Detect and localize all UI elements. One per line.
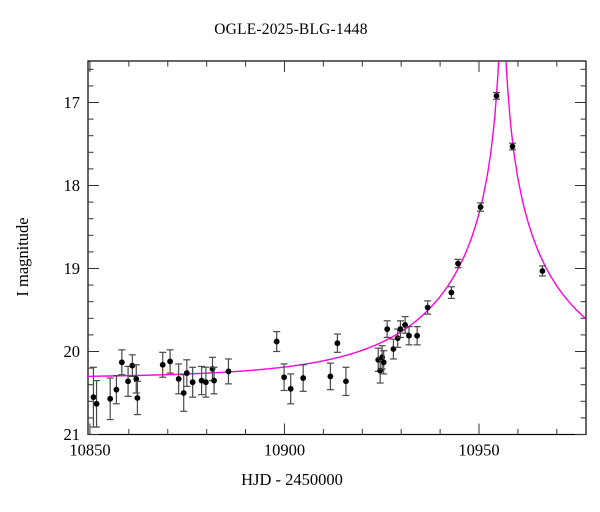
- model-curve: [88, 61, 586, 377]
- data-point: [396, 320, 404, 338]
- data-point: [273, 330, 281, 353]
- data-point: [280, 363, 288, 392]
- data-point: [380, 350, 388, 375]
- data-point: [210, 366, 218, 395]
- data-point: [128, 354, 136, 377]
- data-point: [132, 364, 140, 394]
- data-point: [389, 338, 397, 360]
- data-point: [287, 373, 295, 405]
- data-point: [493, 91, 501, 100]
- data-point: [106, 377, 114, 421]
- y-tick-label: 20: [64, 342, 81, 361]
- data-point: [405, 326, 413, 346]
- data-point: [413, 326, 421, 346]
- data-point: [175, 363, 183, 395]
- data-point: [333, 333, 341, 353]
- data-point: [183, 359, 191, 387]
- data-point: [133, 380, 141, 416]
- x-tick-label: 10850: [69, 441, 110, 460]
- data-point: [124, 365, 132, 397]
- data-point: [166, 349, 174, 374]
- y-tick-label: 17: [64, 93, 81, 112]
- x-tick-label: 10900: [264, 441, 305, 460]
- data-point: [424, 300, 432, 315]
- data-point: [447, 286, 455, 299]
- data-point: [93, 379, 101, 428]
- data-point: [159, 351, 167, 378]
- chart-title: OGLE-2025-BLG-1448: [214, 21, 368, 38]
- data-point: [454, 258, 462, 269]
- tick-labels: 10850 10900 10950 17 18 19 20 21: [64, 93, 500, 460]
- data-point: [89, 366, 97, 428]
- data-point: [326, 362, 334, 391]
- data-point: [342, 366, 350, 397]
- y-tick-label: 19: [64, 259, 81, 278]
- data-point: [224, 358, 232, 385]
- y-tick-label: 21: [64, 425, 81, 444]
- data-point: [118, 349, 126, 376]
- plot-frame: [87, 60, 587, 436]
- x-axis-label: HJD - 2450000: [241, 470, 343, 489]
- data-point: [538, 265, 546, 277]
- data-point: [383, 320, 391, 338]
- data-series: [89, 91, 546, 428]
- data-point: [299, 364, 307, 392]
- data-point: [209, 356, 216, 382]
- axis-ticks: [88, 61, 586, 435]
- x-tick-label: 10950: [458, 441, 499, 460]
- y-tick-label: 18: [64, 176, 81, 195]
- data-point: [189, 366, 197, 398]
- data-point: [477, 202, 485, 212]
- data-point: [180, 374, 188, 412]
- data-point: [202, 366, 210, 398]
- data-point: [508, 142, 516, 151]
- data-point: [112, 374, 120, 405]
